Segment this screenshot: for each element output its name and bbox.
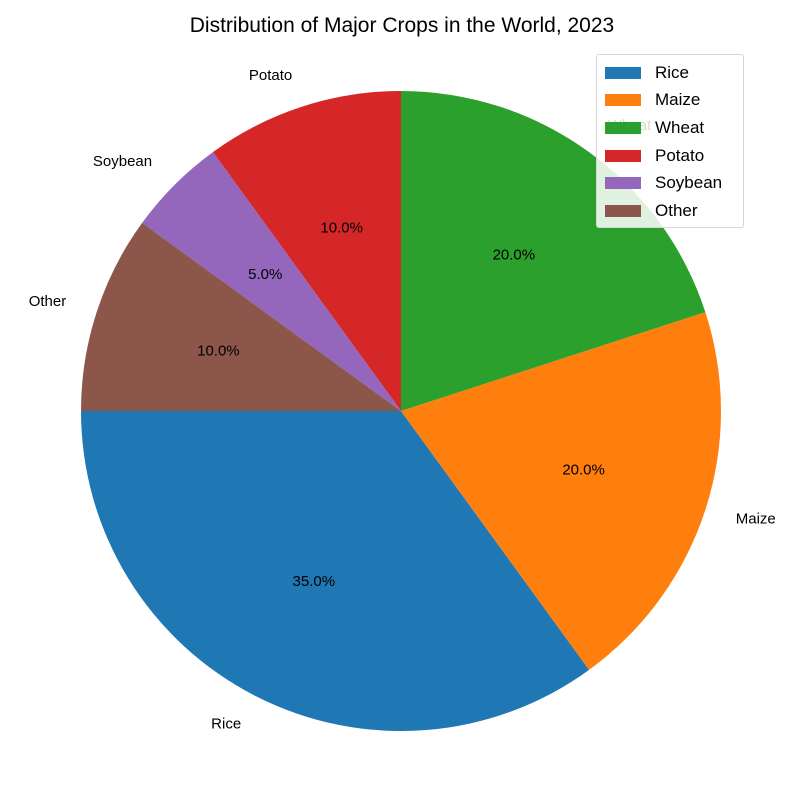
legend-label-other: Other [655, 200, 698, 220]
legend-swatch-soybean [605, 177, 641, 190]
chart-title: Distribution of Major Crops in the World… [189, 14, 615, 37]
pie-slice-potato [212, 91, 401, 411]
legend-item-soybean: Soybean [597, 169, 743, 197]
legend-item-potato: Potato [597, 142, 743, 170]
legend: Rice Maize Wheat Potato Soybean Other [596, 54, 744, 228]
pie-slice-wheat [401, 91, 706, 411]
legend-swatch-maize [605, 94, 641, 107]
slice-label-maize: Maize [736, 511, 776, 528]
pct-label-maize: 20.0% [562, 461, 605, 478]
pct-label-potato: 10.0% [320, 219, 363, 236]
legend-item-maize: Maize [597, 87, 743, 115]
legend-label-maize: Maize [655, 90, 701, 110]
legend-swatch-other [605, 204, 641, 217]
legend-label-rice: Rice [655, 62, 690, 82]
legend-swatch-wheat [605, 121, 641, 134]
slice-label-rice: Rice [211, 716, 241, 733]
legend-item-other: Other [597, 197, 743, 225]
legend-label-soybean: Soybean [655, 173, 723, 193]
slice-label-potato: Potato [249, 67, 292, 84]
pct-label-wheat: 20.0% [493, 247, 536, 264]
legend-item-rice: Rice [597, 59, 743, 87]
legend-label-potato: Potato [655, 145, 705, 165]
pie-slice-other [81, 222, 401, 411]
legend-swatch-potato [605, 149, 641, 162]
pct-label-other: 10.0% [197, 343, 240, 360]
pie-slice-soybean [142, 152, 401, 411]
slice-label-soybean: Soybean [93, 153, 152, 170]
legend-swatch-rice [605, 66, 641, 79]
pie-slice-maize [401, 312, 722, 670]
pct-label-soybean: 5.0% [248, 266, 282, 283]
pie-slice-rice [81, 411, 590, 731]
legend-item-wheat: Wheat [597, 114, 743, 142]
slice-label-other: Other [29, 293, 67, 310]
legend-label-wheat: Wheat [655, 117, 705, 137]
pct-label-rice: 35.0% [293, 573, 336, 590]
